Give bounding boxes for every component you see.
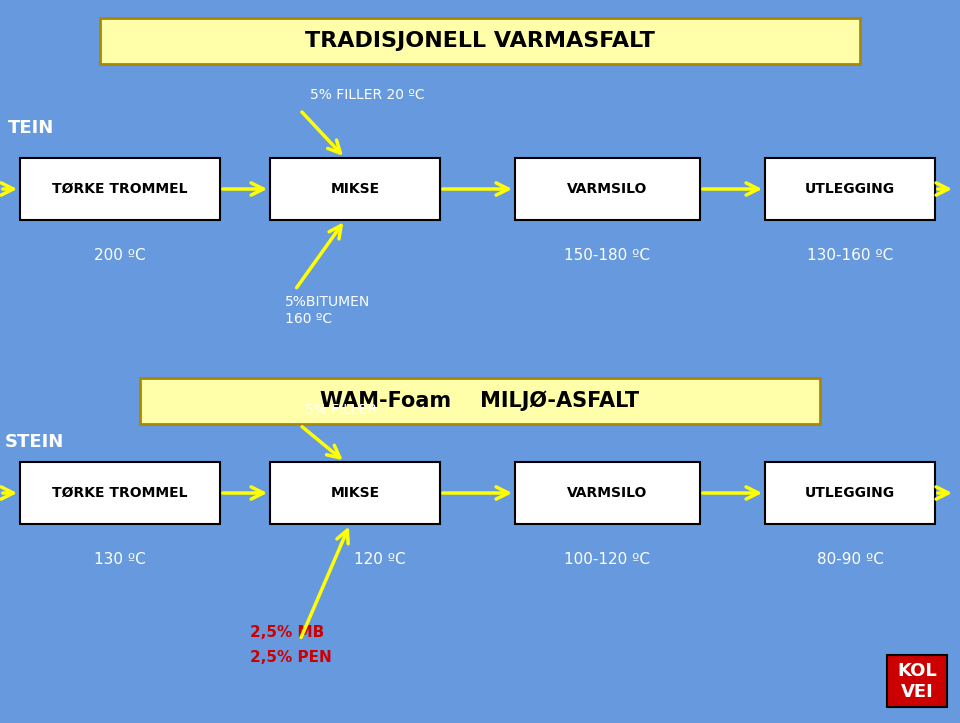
Bar — [20, 462, 220, 524]
Bar — [515, 462, 700, 524]
Text: STEIN: STEIN — [5, 433, 64, 451]
Text: MIKSE: MIKSE — [330, 486, 379, 500]
Text: MIKSE: MIKSE — [330, 182, 379, 196]
Bar — [100, 18, 860, 64]
Text: 160 ºC: 160 ºC — [285, 312, 332, 326]
Bar — [20, 158, 220, 220]
Text: 2,5% MB: 2,5% MB — [250, 625, 324, 640]
Bar — [765, 158, 935, 220]
Bar — [270, 158, 440, 220]
Text: 2,5% PEN: 2,5% PEN — [250, 650, 332, 665]
Text: 150-180 ºC: 150-180 ºC — [564, 248, 651, 263]
Text: 5%BITUMEN: 5%BITUMEN — [285, 295, 371, 309]
Text: 5% FILLER: 5% FILLER — [305, 403, 377, 417]
Text: TØRKE TROMMEL: TØRKE TROMMEL — [52, 182, 188, 196]
Text: VARMSILO: VARMSILO — [567, 486, 648, 500]
Text: TRADISJONELL VARMASFALT: TRADISJONELL VARMASFALT — [305, 31, 655, 51]
Text: VARMSILO: VARMSILO — [567, 182, 648, 196]
Bar — [140, 378, 820, 424]
Text: 200 ºC: 200 ºC — [94, 248, 146, 263]
Text: VEI: VEI — [900, 683, 933, 701]
Text: 130 ºC: 130 ºC — [94, 552, 146, 567]
Bar — [270, 462, 440, 524]
Text: TØRKE TROMMEL: TØRKE TROMMEL — [52, 486, 188, 500]
Text: 130-160 ºC: 130-160 ºC — [806, 248, 893, 263]
Bar — [765, 462, 935, 524]
Text: WAM-Foam    MILJØ-ASFALT: WAM-Foam MILJØ-ASFALT — [321, 390, 639, 411]
Text: 80-90 ºC: 80-90 ºC — [817, 552, 883, 567]
Text: UTLEGGING: UTLEGGING — [804, 182, 895, 196]
Text: 100-120 ºC: 100-120 ºC — [564, 552, 651, 567]
Text: UTLEGGING: UTLEGGING — [804, 486, 895, 500]
Bar — [887, 655, 947, 707]
Text: KOL: KOL — [898, 662, 937, 680]
Text: 5% FILLER 20 ºC: 5% FILLER 20 ºC — [310, 88, 424, 102]
Text: TEIN: TEIN — [8, 119, 55, 137]
Text: 120 ºC: 120 ºC — [354, 552, 406, 567]
Bar — [515, 158, 700, 220]
